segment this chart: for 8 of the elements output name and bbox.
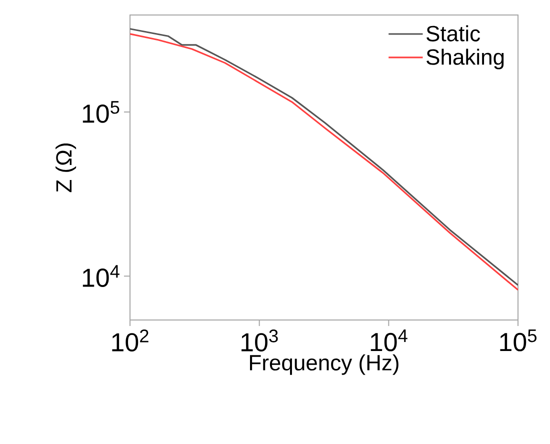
legend-label: Static <box>426 25 480 42</box>
x-tick-label: 10$^{5}$ <box>500 330 536 352</box>
x-tick-label: 10$^{2}$ <box>112 330 148 352</box>
x-tick-label: 10$^{3}$ <box>242 330 278 352</box>
y-axis-title: Z (Ω) <box>56 144 76 192</box>
x-tick-label: 10$^{4}$ <box>370 330 408 352</box>
x-axis-title: Frequency (Hz) <box>250 354 398 375</box>
legend-label: Shaking <box>426 48 504 70</box>
